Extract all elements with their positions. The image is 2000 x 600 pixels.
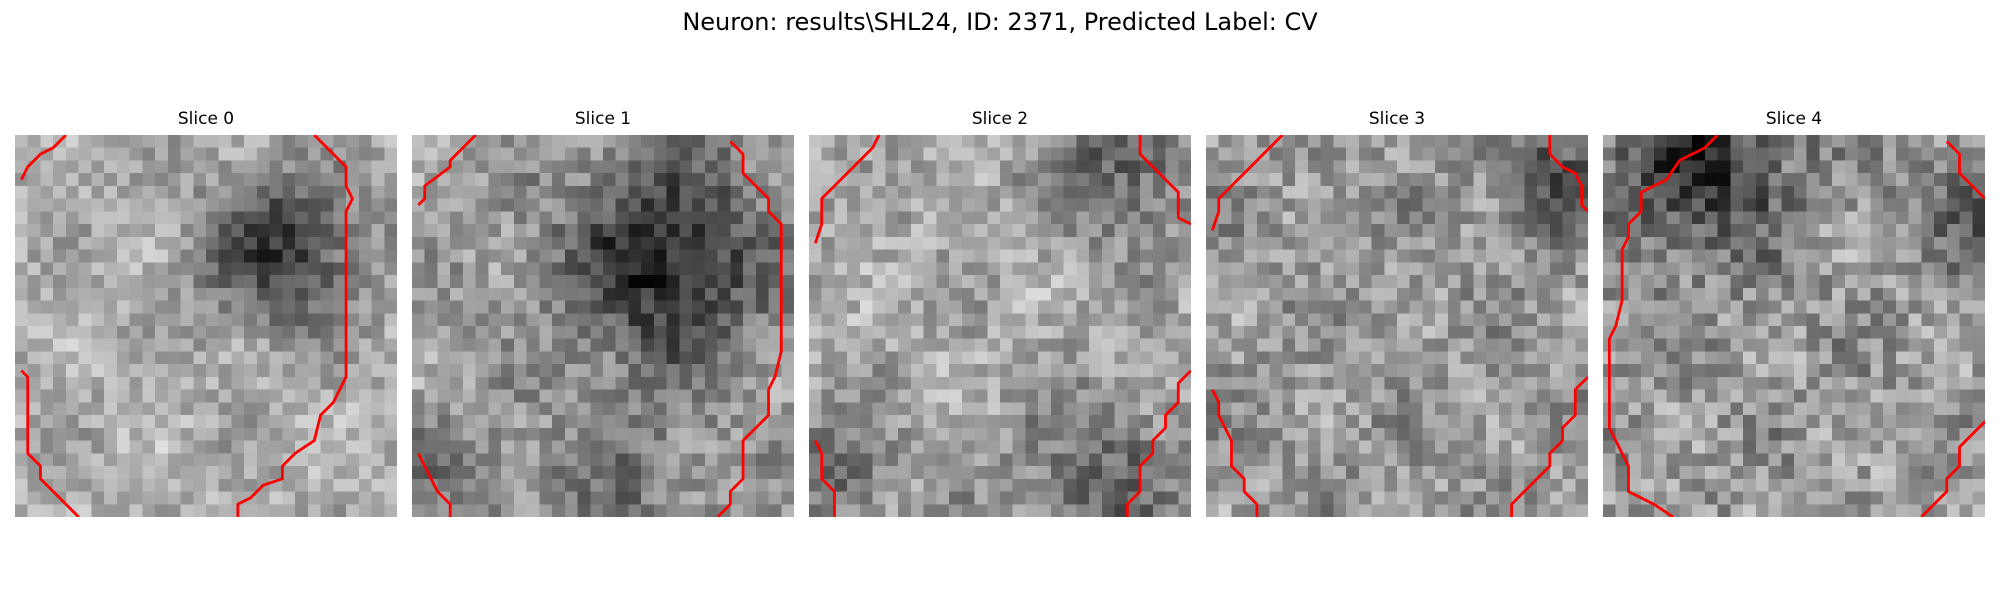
slice-panel-0: Slice 0 bbox=[15, 108, 397, 517]
contour-line-4-2 bbox=[1920, 420, 1985, 517]
contour-line-3-3 bbox=[1510, 375, 1588, 517]
slice-title-3: Slice 3 bbox=[1368, 109, 1426, 129]
contour-line-1-0 bbox=[417, 135, 477, 207]
contour-line-2-3 bbox=[1125, 369, 1191, 517]
contour-line-1-1 bbox=[716, 140, 783, 517]
contour-line-2-2 bbox=[814, 439, 836, 517]
contour-line-0-0 bbox=[20, 135, 67, 181]
slice-panel-2: Slice 2 bbox=[809, 108, 1191, 517]
contour-line-4-0 bbox=[1607, 135, 1719, 517]
contour-line-2-0 bbox=[814, 135, 881, 244]
contour-line-3-0 bbox=[1211, 135, 1284, 231]
slice-title-0: Slice 0 bbox=[177, 109, 235, 129]
contour-line-0-2 bbox=[20, 369, 80, 517]
contour-line-0-1 bbox=[236, 135, 354, 517]
contour-line-3-1 bbox=[1548, 135, 1588, 213]
slice-image-1 bbox=[412, 135, 794, 517]
slice-image-2 bbox=[809, 135, 1191, 517]
contour-line-4-1 bbox=[1945, 140, 1985, 200]
slice-title-4: Slice 4 bbox=[1765, 109, 1823, 129]
contour-line-3-2 bbox=[1211, 389, 1259, 517]
slice-panel-4: Slice 4 bbox=[1603, 108, 1985, 517]
slice-panel-1: Slice 1 bbox=[412, 108, 794, 517]
contour-line-1-2 bbox=[417, 452, 452, 517]
slice-title-1: Slice 1 bbox=[574, 109, 632, 129]
slice-image-4 bbox=[1603, 135, 1985, 517]
slice-image-0 bbox=[15, 135, 397, 517]
slice-image-3 bbox=[1206, 135, 1588, 517]
slice-title-2: Slice 2 bbox=[971, 109, 1029, 129]
figure-title: Neuron: results\SHL24, ID: 2371, Predict… bbox=[682, 8, 1318, 36]
slice-panel-3: Slice 3 bbox=[1206, 108, 1588, 517]
contour-line-2-1 bbox=[1138, 135, 1191, 226]
